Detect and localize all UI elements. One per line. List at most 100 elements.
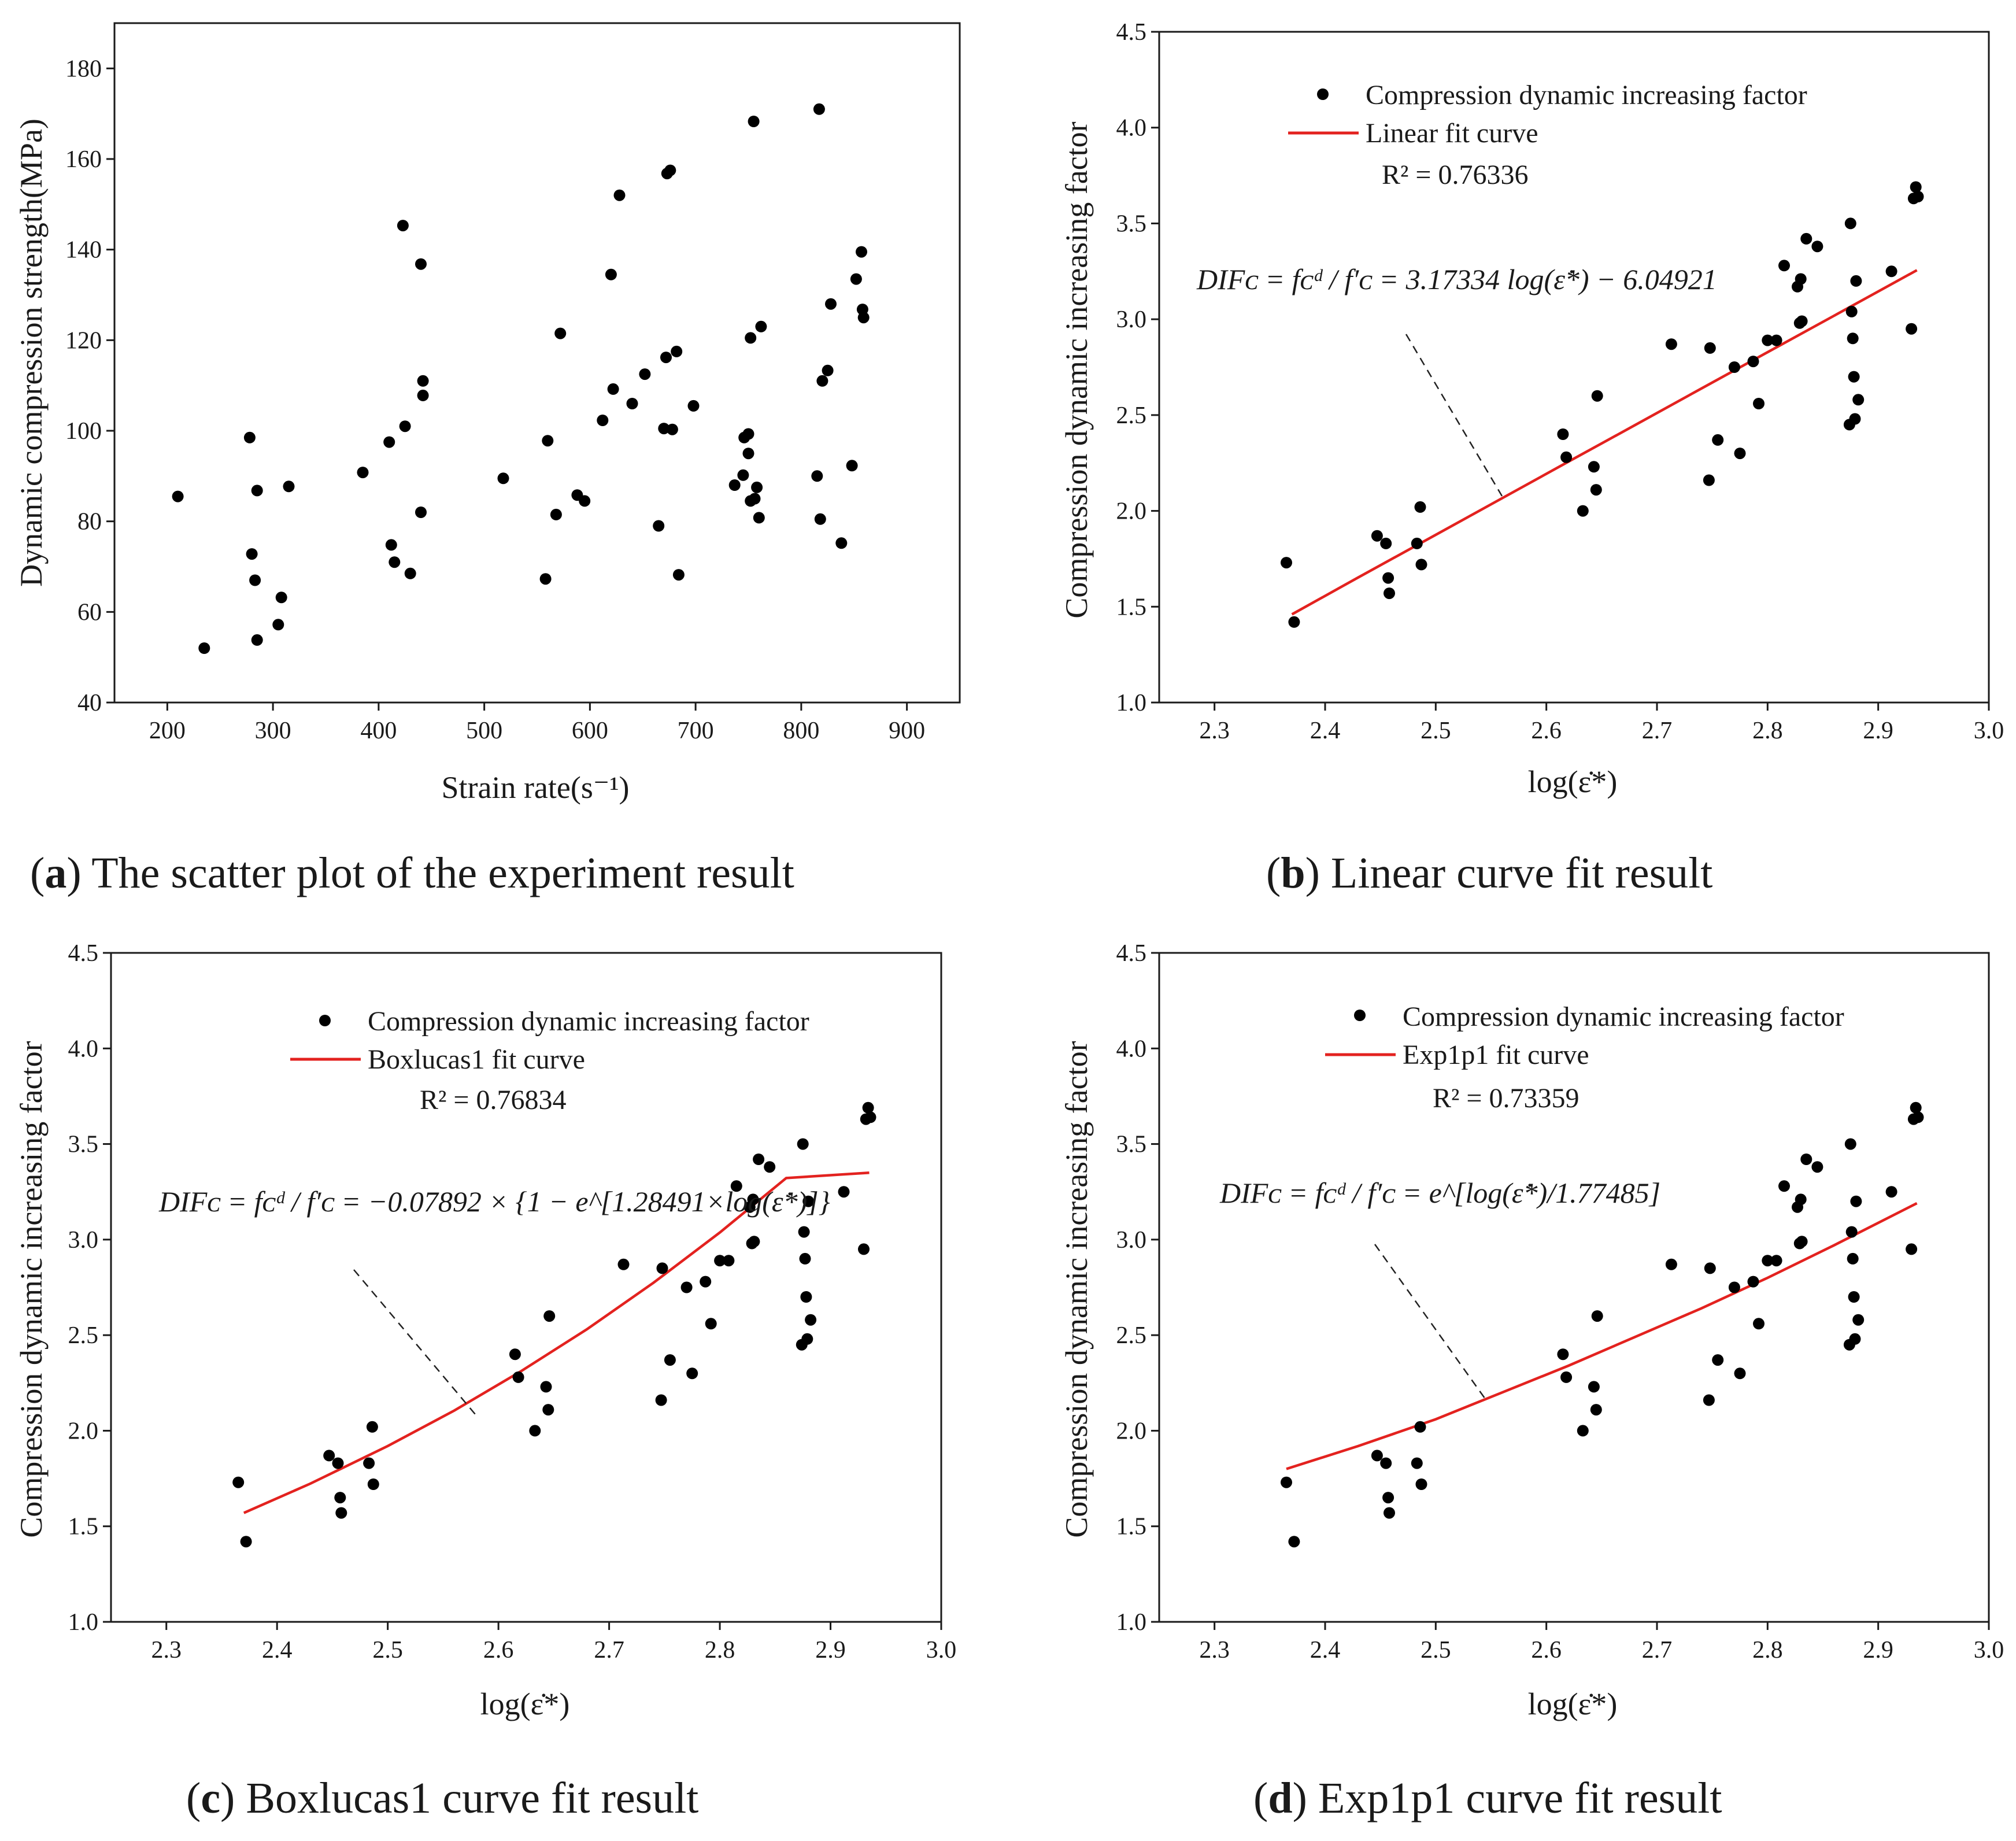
ylabel-d: Compression dynamic increasing factor [1059, 1041, 1094, 1537]
data-point-a [539, 573, 552, 585]
ylabel-a: Dynamic compression strength(MPa) [14, 119, 49, 587]
data-point-d [1800, 1154, 1812, 1165]
x-tick-label-d: 2.7 [1642, 1637, 1673, 1663]
y-tick-label-a: 140 [65, 237, 102, 264]
data-point-d [1912, 1111, 1924, 1123]
data-point-b [1845, 305, 1858, 317]
data-point-a [613, 189, 626, 201]
data-point-c [334, 1492, 346, 1504]
data-point-c [862, 1101, 874, 1114]
data-point-d [1770, 1255, 1782, 1267]
x-tick-label-d: 2.8 [1752, 1637, 1783, 1663]
data-point-d [1712, 1354, 1724, 1366]
plot-b: 2.3 2.4 2.5 2.6 2.7 2.8 2.9 3.0 1.0 1.5 2.0 2.5 3.0 3… [1116, 19, 2004, 744]
data-point-a [550, 508, 562, 520]
y-tick-label-d: 4.5 [1116, 940, 1147, 967]
ylabel-b: Compression dynamic increasing factor [1059, 121, 1094, 618]
plot-frame-b [1158, 31, 1990, 704]
data-point-a [497, 472, 509, 485]
data-point-b [1704, 342, 1716, 354]
data-point-b [1728, 361, 1740, 373]
x-tick-label-a: 200 [149, 718, 186, 744]
legend-fit-b: Linear fit curve [1366, 118, 1538, 149]
data-point-c [529, 1425, 541, 1437]
data-point-c [700, 1276, 712, 1288]
data-point-c [858, 1243, 870, 1255]
equation-c: DIFᴄ = fᴄᵈ / f′ᴄ = −0.07892 × {1 − e^[1.… [158, 1185, 830, 1218]
x-tick-label-a: 800 [783, 718, 819, 744]
data-point-a [857, 312, 870, 324]
x-tick-label-a: 500 [466, 718, 502, 744]
legend-fit-d: Exp1p1 fit curve [1403, 1040, 1589, 1070]
data-point-b [1848, 371, 1860, 383]
data-point-b [1778, 260, 1790, 272]
data-point-d [1380, 1457, 1392, 1469]
equation-b: DIFᴄ = fᴄᵈ / f′ᴄ = 3.17334 log(ε̇*) − 6.… [1196, 263, 1717, 295]
data-point-b [1703, 474, 1715, 486]
xlabel-c: log(ε̇*) [480, 1687, 570, 1721]
data-point-a [249, 574, 261, 586]
y-tick-label-a: 180 [65, 56, 102, 82]
data-point-d [1557, 1348, 1569, 1361]
data-point-a [653, 520, 665, 532]
data-point-b [1415, 559, 1427, 571]
data-point-d [1811, 1161, 1823, 1173]
data-point-b [1811, 241, 1823, 253]
data-point-c [509, 1348, 521, 1361]
data-point-d [1588, 1381, 1600, 1393]
data-point-b [1847, 332, 1859, 345]
data-point-c [748, 1236, 760, 1248]
data-point-a [554, 327, 567, 339]
data-point-c [747, 1193, 759, 1206]
data-point-b [1912, 191, 1924, 202]
data-point-d [1414, 1421, 1426, 1433]
data-point-a [415, 258, 427, 270]
data-point-c [799, 1252, 811, 1265]
data-point-c [366, 1421, 378, 1433]
data-point-a [383, 436, 395, 448]
data-point-b [1795, 273, 1807, 285]
x-tick-label-b: 2.9 [1863, 718, 1893, 744]
data-point-c [723, 1255, 735, 1267]
data-point-c [543, 1310, 556, 1322]
equation-leader-b [1405, 334, 1503, 497]
y-tick-label-c: 3.0 [68, 1227, 99, 1254]
y-tick-label-c: 4.5 [68, 940, 99, 967]
legend-fit-c: Boxlucas1 fit curve [368, 1044, 585, 1075]
data-point-b [1557, 428, 1569, 440]
data-point-c [664, 1354, 676, 1366]
x-tick-label-c: 2.4 [262, 1637, 293, 1663]
data-point-a [751, 481, 763, 493]
data-point-a [251, 485, 263, 497]
y-tick-label-b: 2.0 [1116, 498, 1147, 525]
data-point-a [666, 423, 678, 435]
data-point-a [397, 220, 409, 232]
equation-leader-d [1374, 1244, 1486, 1399]
data-point-c [367, 1478, 379, 1490]
data-point-a [672, 569, 685, 581]
data-point-a [745, 332, 757, 344]
caption-a: (a) The scatter plot of the experiment r… [30, 849, 794, 897]
y-tick-label-d: 1.0 [1116, 1609, 1147, 1636]
y-tick-label-b: 3.0 [1116, 306, 1147, 333]
data-point-c [680, 1281, 693, 1293]
data-point-a [626, 398, 638, 409]
y-tick-label-a: 40 [77, 690, 102, 716]
y-tick-label-a: 60 [77, 599, 102, 626]
data-point-b [1796, 315, 1808, 327]
data-point-d [1411, 1457, 1423, 1469]
data-point-b [1753, 398, 1765, 409]
data-point-a [198, 642, 210, 654]
plot-frame-a [113, 22, 961, 704]
x-tick-label-d: 2.5 [1421, 1637, 1451, 1663]
r2-b: R² = 0.76336 [1382, 160, 1528, 190]
y-tick-label-d: 2.5 [1116, 1322, 1147, 1349]
x-tick-label-b: 2.5 [1421, 718, 1451, 744]
data-point-a [664, 164, 676, 176]
data-point-d [1703, 1394, 1715, 1406]
y-tick-label-d: 3.0 [1116, 1227, 1147, 1254]
data-point-d [1288, 1536, 1300, 1548]
data-point-b [1885, 265, 1897, 278]
panel-a: 200 300 400 500 600 700 800 900 40 60 80 100 120 140 1… [14, 22, 961, 897]
caption-text-a: The scatter plot of the experiment resul… [91, 849, 794, 897]
